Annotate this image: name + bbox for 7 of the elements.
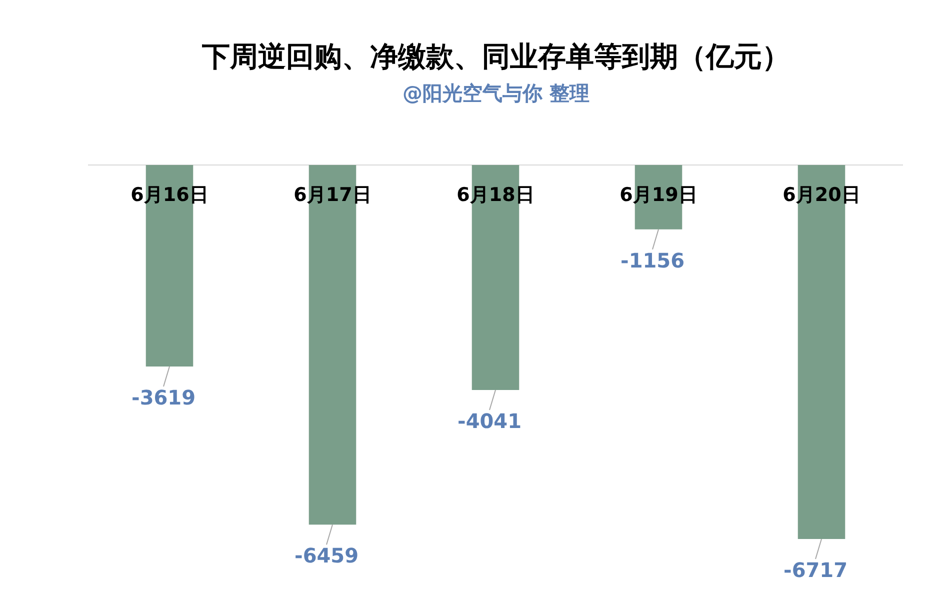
chart-title: 下周逆回购、净缴款、同业存单等到期（亿元）: [201, 40, 790, 73]
data-label: -3619: [132, 386, 196, 410]
data-label: -1156: [620, 248, 684, 272]
chart-subtitle: @阳光空气与你 整理: [402, 81, 590, 105]
data-label: -6459: [294, 544, 358, 568]
data-label: -4041: [458, 409, 522, 433]
data-label: -6717: [784, 558, 848, 582]
